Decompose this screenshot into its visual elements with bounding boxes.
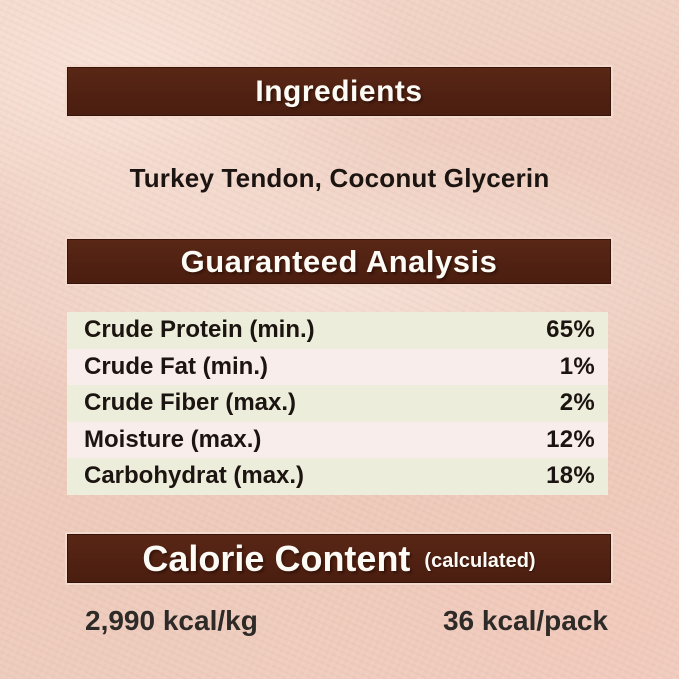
- row-label: Crude Protein (min.): [84, 316, 315, 344]
- row-value: 2%: [559, 389, 595, 417]
- row-label: Crude Fat (min.): [84, 352, 268, 380]
- table-row: Crude Fat (min.) 1%: [67, 348, 608, 385]
- row-label: Carbohydrat (max.): [84, 462, 305, 490]
- row-value: 12%: [546, 425, 595, 453]
- row-value: 18%: [546, 462, 595, 490]
- guaranteed-analysis-title: Guaranteed Analysis: [180, 243, 498, 279]
- row-value: 1%: [559, 352, 595, 380]
- row-value: 65%: [546, 316, 595, 344]
- table-row: Crude Protein (min.) 65%: [67, 312, 608, 349]
- table-row: Carbohydrat (max.) 18%: [67, 458, 608, 495]
- calorie-content-title: Calorie Content: [142, 537, 411, 579]
- ingredients-list: Turkey Tendon, Coconut Glycerin: [129, 162, 550, 193]
- calorie-values-line: 2,990 kcal/kg 36 kcal/pack: [67, 602, 611, 640]
- calorie-per-kg: 2,990 kcal/kg: [85, 605, 258, 636]
- calorie-content-header-bar: Calorie Content (calculated): [67, 534, 611, 583]
- table-row: Moisture (max.) 12%: [67, 421, 608, 458]
- row-label: Moisture (max.): [84, 425, 262, 453]
- guaranteed-analysis-header-bar: Guaranteed Analysis: [67, 239, 611, 284]
- ingredients-header-bar: Ingredients: [67, 67, 611, 116]
- table-row: Crude Fiber (max.) 2%: [67, 385, 608, 422]
- calorie-per-pack: 36 kcal/pack: [442, 605, 608, 636]
- ingredients-title: Ingredients: [255, 74, 423, 108]
- row-label: Crude Fiber (max.): [84, 389, 297, 417]
- guaranteed-analysis-table: Crude Protein (min.) 65% Crude Fat (min.…: [67, 312, 608, 495]
- calorie-content-subtitle: (calculated): [424, 550, 536, 572]
